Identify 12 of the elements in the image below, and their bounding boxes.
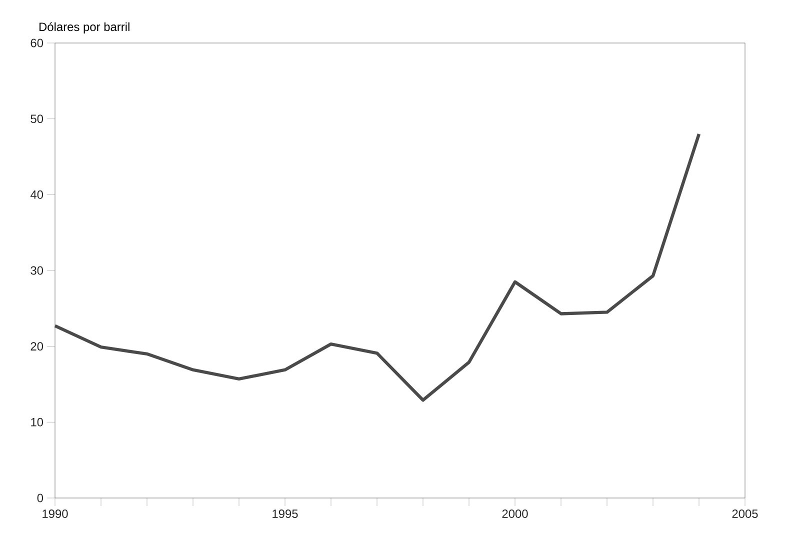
x-tick-label: 1990 — [42, 510, 68, 518]
y-tick-label: 20 — [30, 342, 44, 351]
x-tick-label: 1995 — [272, 510, 298, 518]
x-tick-label: 2005 — [732, 510, 758, 518]
y-tick-label: 60 — [30, 38, 44, 48]
y-tick-label: 0 — [37, 494, 44, 502]
y-tick-label: 30 — [30, 266, 44, 275]
x-tick-label: 2000 — [502, 510, 528, 518]
y-tick-label: 50 — [30, 114, 44, 124]
y-tick-label: 10 — [31, 418, 44, 426]
y-tick-label: 40 — [30, 190, 44, 199]
y-axis-title: Dólares por barril — [40, 22, 130, 34]
